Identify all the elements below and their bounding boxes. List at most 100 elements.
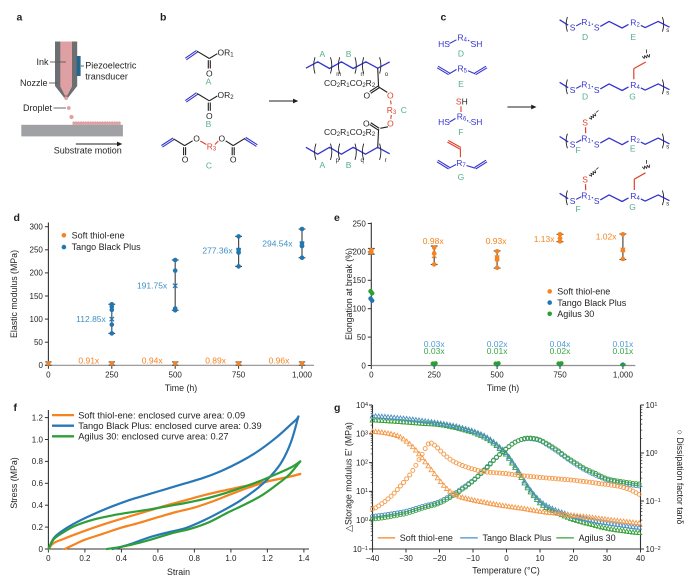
svg-text:Stress (MPa): Stress (MPa) xyxy=(9,457,19,508)
svg-text:E: E xyxy=(458,79,464,89)
svg-text:O: O xyxy=(363,118,370,128)
svg-text:E: E xyxy=(630,32,636,42)
svg-text:20: 20 xyxy=(569,554,578,563)
svg-text:50: 50 xyxy=(34,338,43,347)
svg-text:Soft thiol-ene: Soft thiol-ene xyxy=(557,287,610,297)
svg-text:0.01x: 0.01x xyxy=(613,339,635,349)
svg-text:150: 150 xyxy=(30,292,44,301)
svg-text:0: 0 xyxy=(38,545,43,554)
svg-text:Temperature (°C): Temperature (°C) xyxy=(472,565,540,575)
svg-text:10−1: 10−1 xyxy=(646,497,661,506)
svg-text:0.01x: 0.01x xyxy=(487,346,509,356)
svg-text:Piezoelectric: Piezoelectric xyxy=(85,61,137,71)
svg-text:100: 100 xyxy=(30,315,44,324)
svg-text:0.8: 0.8 xyxy=(32,457,44,466)
svg-text:0.8: 0.8 xyxy=(189,554,201,563)
svg-text:R3: R3 xyxy=(207,141,217,152)
svg-text:a: a xyxy=(17,12,23,24)
svg-text:0.01x: 0.01x xyxy=(613,346,635,356)
svg-text:Strain: Strain xyxy=(167,567,190,577)
svg-text:S: S xyxy=(570,196,576,206)
svg-text:0: 0 xyxy=(361,361,366,370)
svg-text:Ink: Ink xyxy=(36,57,49,67)
svg-text:Nozzle: Nozzle xyxy=(20,78,48,88)
svg-text:O: O xyxy=(182,155,189,165)
svg-text:SH: SH xyxy=(471,39,483,49)
svg-text:500: 500 xyxy=(490,371,504,380)
svg-text:R2: R2 xyxy=(630,17,640,28)
svg-text:Droplet: Droplet xyxy=(23,103,53,113)
svg-text:S: S xyxy=(570,85,576,95)
svg-text:A: A xyxy=(206,77,212,87)
svg-text:250: 250 xyxy=(428,371,442,380)
svg-text:R2: R2 xyxy=(630,134,640,145)
svg-text:R1: R1 xyxy=(581,80,591,91)
svg-text:0: 0 xyxy=(369,371,374,380)
svg-text:F: F xyxy=(575,204,580,214)
svg-text:250: 250 xyxy=(30,246,44,255)
svg-text:−30: −30 xyxy=(399,554,413,563)
svg-text:0: 0 xyxy=(38,361,43,370)
svg-text:R5: R5 xyxy=(458,64,468,75)
svg-text:R1: R1 xyxy=(581,134,591,145)
svg-text:D: D xyxy=(582,32,588,42)
svg-text:1.13x: 1.13x xyxy=(534,234,556,244)
svg-text:0.2: 0.2 xyxy=(32,523,44,532)
svg-text:c: c xyxy=(441,12,447,24)
svg-text:0: 0 xyxy=(46,554,51,563)
svg-text:m: m xyxy=(336,72,341,78)
svg-text:Tango Black Plus: enclosed cur: Tango Black Plus: enclosed curve area: 0… xyxy=(78,421,261,431)
svg-text:HS: HS xyxy=(438,39,450,49)
svg-text:Soft thiol-ene: Soft thiol-ene xyxy=(400,533,453,543)
svg-text:500: 500 xyxy=(169,371,183,380)
svg-text:R1: R1 xyxy=(581,17,591,28)
svg-text:q: q xyxy=(361,158,364,164)
svg-text:1.4: 1.4 xyxy=(298,554,310,563)
svg-text:100: 100 xyxy=(352,305,366,314)
svg-text:1,000: 1,000 xyxy=(292,371,313,380)
svg-text:40: 40 xyxy=(636,554,645,563)
svg-text:f: f xyxy=(14,402,18,414)
svg-text:100: 100 xyxy=(646,449,658,458)
svg-text:s: s xyxy=(666,28,669,34)
svg-text:O: O xyxy=(206,69,213,79)
svg-text:277.36x: 277.36x xyxy=(202,246,233,256)
svg-text:s: s xyxy=(666,90,669,96)
svg-text:200: 200 xyxy=(352,248,366,257)
svg-text:O: O xyxy=(363,90,370,100)
svg-text:S: S xyxy=(570,139,576,149)
svg-text:G: G xyxy=(629,92,636,102)
svg-text:101: 101 xyxy=(356,487,368,496)
svg-text:O: O xyxy=(218,133,225,143)
svg-text:S: S xyxy=(582,117,588,127)
svg-text:1.2: 1.2 xyxy=(262,554,274,563)
svg-text:Elastic modulus (MPa): Elastic modulus (MPa) xyxy=(9,250,19,338)
svg-text:F: F xyxy=(575,145,580,155)
svg-text:D: D xyxy=(458,49,464,59)
svg-text:S: S xyxy=(570,23,576,33)
svg-text:D: D xyxy=(582,92,588,102)
svg-text:O: O xyxy=(387,118,394,128)
svg-text:10: 10 xyxy=(536,554,545,563)
svg-text:0: 0 xyxy=(46,371,51,380)
svg-text:O: O xyxy=(193,133,200,143)
svg-text:B: B xyxy=(206,119,212,129)
svg-text:112.85x: 112.85x xyxy=(76,314,106,324)
svg-text:A: A xyxy=(319,49,325,59)
svg-text:0.6: 0.6 xyxy=(32,479,44,488)
svg-text:R1: R1 xyxy=(581,191,591,202)
svg-text:Tango Black Plus: Tango Black Plus xyxy=(483,533,553,543)
svg-text:O: O xyxy=(230,155,237,165)
svg-text:F: F xyxy=(458,127,463,137)
svg-text:S: S xyxy=(594,85,600,95)
svg-text:200: 200 xyxy=(30,269,44,278)
svg-text:0.6: 0.6 xyxy=(152,554,164,563)
svg-text:R4: R4 xyxy=(630,80,640,91)
svg-text:Tango Black Plus: Tango Black Plus xyxy=(557,298,627,308)
svg-text:A: A xyxy=(319,160,325,170)
svg-text:0.03x: 0.03x xyxy=(424,339,446,349)
svg-text:0.4: 0.4 xyxy=(116,554,128,563)
svg-text:101: 101 xyxy=(646,401,658,410)
svg-text:0.4: 0.4 xyxy=(32,501,44,510)
svg-text:191.75x: 191.75x xyxy=(137,281,168,291)
